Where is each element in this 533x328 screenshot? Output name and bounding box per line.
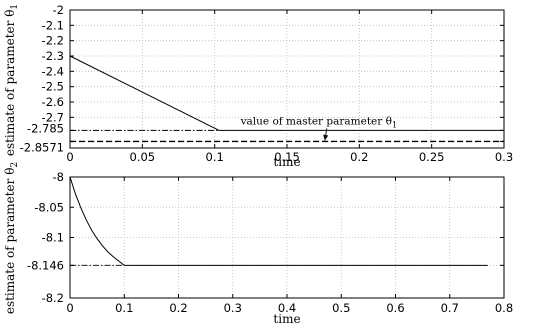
annotation-text: value of master parameter θ1 <box>240 115 397 129</box>
y-tick-label: -2.3 <box>42 49 64 63</box>
x-axis-label: time <box>273 312 300 326</box>
y-tick-label: -2.4 <box>42 64 64 78</box>
y-tick-label: -2.5 <box>42 80 64 94</box>
x-tick-label: 0.3 <box>224 301 242 315</box>
y-tick-label: -2.7 <box>42 110 64 124</box>
chart-top: 0 0.05 0.1 0.15 0.2 0.25 0.3 -2-2.1 -2.2-2.3-2.4… <box>3 3 513 169</box>
x-tick-label: 0.6 <box>386 301 404 315</box>
series-line-solid <box>69 55 504 131</box>
y-axis-label: estimate of parameter θ1 <box>3 4 20 156</box>
y-tick-label: -2.6 <box>42 95 64 109</box>
y-tick-label: -2.785 <box>27 121 64 135</box>
x-tick-label: 0.25 <box>419 150 445 164</box>
x-tick-label: 0.4 <box>278 301 296 315</box>
x-tick-label: 0.2 <box>350 150 368 164</box>
y-tick-label: -8 <box>53 170 64 184</box>
x-tick-label: 0.15 <box>274 150 300 164</box>
y-tick-label: -8.1 <box>42 231 64 245</box>
y-axis-label: estimate of parameter θ2 <box>3 162 20 314</box>
x-tick-label: 0.5 <box>332 301 350 315</box>
y-tick-label: -2.8571 <box>20 140 64 154</box>
y-tick-label: -8.2 <box>42 291 64 305</box>
x-tick-label: 0.1 <box>206 150 224 164</box>
x-tick-label: 0.05 <box>130 150 156 164</box>
series-line-solid <box>69 176 488 266</box>
y-tick-label: -2.2 <box>42 34 64 48</box>
y-tick-label: -8.05 <box>34 200 64 214</box>
y-tick-label: -2 <box>53 3 64 17</box>
y-tick-label: -8.146 <box>27 258 64 272</box>
y-tick-label: -2.1 <box>42 18 64 32</box>
annotation-arrowhead <box>323 134 329 141</box>
x-tick-label: 0.8 <box>495 301 513 315</box>
chart-bottom: 0 0.1 0.2 0.3 0.4 0.5 0.6 0.7 0.8 -8 -8.05 -8.1 -8.1… <box>3 162 513 326</box>
x-tick-label: 0.7 <box>441 301 459 315</box>
x-tick-label: 0.1 <box>115 301 133 315</box>
x-tick-label: 0 <box>66 301 73 315</box>
x-tick-label: 0.3 <box>495 150 513 164</box>
x-axis-label: time <box>273 155 300 169</box>
x-tick-label: 0.2 <box>169 301 187 315</box>
x-tick-label: 0 <box>66 150 73 164</box>
